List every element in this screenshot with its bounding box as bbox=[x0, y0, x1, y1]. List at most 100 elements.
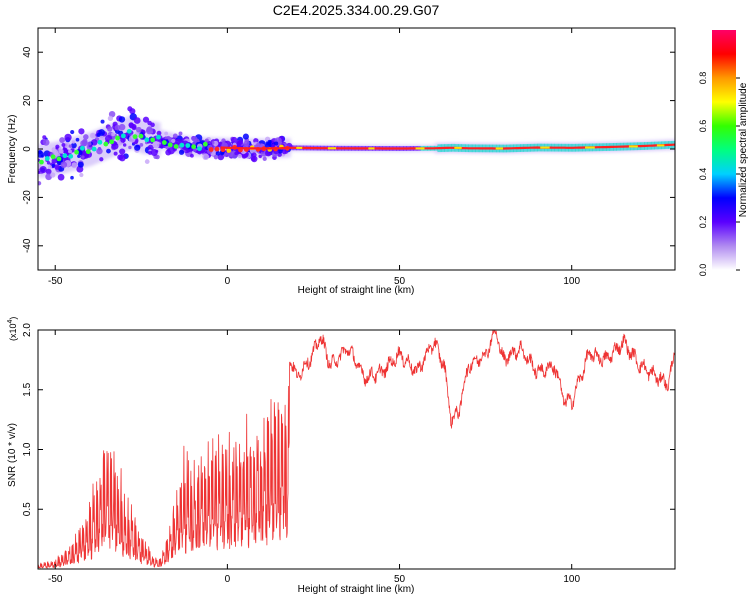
x-tick-label: 0 bbox=[225, 276, 231, 287]
spectrogram-ridge-point bbox=[202, 141, 208, 147]
spectrogram-blob bbox=[191, 136, 198, 142]
spectrogram-blob bbox=[165, 149, 172, 156]
spectrogram-blob bbox=[51, 163, 56, 168]
x-tick-label: -50 bbox=[48, 574, 63, 585]
spectrogram-blob bbox=[139, 142, 144, 147]
spectrogram-blob bbox=[51, 158, 58, 164]
spectrogram-ridge-point bbox=[185, 143, 191, 148]
spectrogram-blob bbox=[42, 138, 50, 146]
spectrogram-blob bbox=[147, 144, 154, 151]
spectrogram-ridge-point bbox=[120, 133, 126, 139]
spectrogram-blob bbox=[96, 147, 103, 155]
spectrogram-blob bbox=[77, 161, 84, 168]
spectrogram-blob bbox=[120, 137, 126, 143]
spectrogram-blob bbox=[83, 134, 89, 140]
spectrogram-blob bbox=[258, 154, 262, 158]
y-tick-label: 20 bbox=[22, 95, 33, 107]
spectrogram-ridge-point bbox=[191, 144, 197, 150]
spectrogram-blob bbox=[78, 128, 85, 135]
spectrogram-halo-cell bbox=[71, 137, 75, 172]
spectrogram-blob bbox=[243, 140, 250, 147]
spectrogram-blob bbox=[68, 149, 72, 154]
spectrogram-blob bbox=[80, 140, 87, 147]
y-tick-label: 40 bbox=[22, 46, 33, 58]
spectrogram-blob bbox=[53, 149, 59, 155]
spectrogram-blob bbox=[150, 148, 158, 156]
spectrogram-blob bbox=[118, 116, 126, 123]
spectrogram-blob bbox=[150, 122, 155, 128]
spectrogram-blob bbox=[100, 119, 105, 124]
snr-multiplier-label: (x104) bbox=[7, 317, 18, 341]
spectrogram-blob bbox=[202, 153, 210, 161]
spectrogram-blob bbox=[70, 175, 74, 180]
spectrogram-blob bbox=[61, 142, 66, 147]
spectrogram-halo-cell bbox=[48, 142, 52, 177]
spectrogram-blob bbox=[175, 138, 182, 145]
spectrogram-ridge-point bbox=[85, 149, 91, 155]
spectrogram-ridge-point bbox=[74, 149, 79, 155]
spectrogram-ridge-highlight bbox=[540, 146, 550, 149]
spectrogram-blob bbox=[211, 141, 215, 145]
colorbar: 0.0 0.2 0.4 0.6 0.8 Normalized spectral ampl… bbox=[698, 30, 749, 276]
y-tick-label: 0 bbox=[22, 146, 33, 152]
spectrogram-halo-cell bbox=[133, 116, 137, 150]
x-tick-label: -50 bbox=[48, 276, 63, 287]
y-tick-label: 1.0 bbox=[22, 442, 33, 456]
spectrogram-blob bbox=[119, 148, 126, 155]
spectrogram-blob bbox=[38, 181, 42, 186]
spectrogram-halo-cell bbox=[95, 129, 99, 164]
spectrogram-blob bbox=[133, 117, 141, 124]
spectrogram-ridge-point bbox=[80, 145, 85, 151]
colorbar-label: Normalized spectral amplitude bbox=[738, 82, 749, 217]
spectrogram-blob bbox=[219, 151, 225, 156]
x-tick-label: 50 bbox=[394, 574, 406, 585]
spectrogram-blob bbox=[152, 141, 160, 149]
spectrogram-ridge-highlight bbox=[368, 147, 375, 150]
spectrogram-blob bbox=[54, 164, 60, 170]
spectrogram-ridge-point bbox=[156, 134, 161, 140]
y-tick-label: -40 bbox=[22, 238, 33, 253]
spectrogram-ridge-point bbox=[138, 133, 144, 139]
spectrogram-ridge-point bbox=[226, 148, 232, 153]
spectrogram-ridge-point bbox=[214, 146, 220, 152]
spectrogram-blob bbox=[236, 140, 242, 146]
spectrogram-ridge-point bbox=[62, 153, 68, 159]
spectrogram-blob bbox=[71, 140, 76, 144]
spectrogram-blob bbox=[59, 137, 66, 144]
spectrogram-ridge-point bbox=[167, 142, 173, 148]
spectrogram-ridge-point bbox=[173, 144, 179, 149]
spectrogram-blob bbox=[87, 141, 92, 146]
spectrogram-blob bbox=[99, 157, 104, 162]
spectrogram-blob bbox=[213, 155, 219, 160]
spectrogram-blob bbox=[64, 133, 72, 141]
spectrogram-ridge-point bbox=[197, 146, 202, 152]
spectrogram-ridge-point bbox=[126, 128, 132, 134]
spectrogram-blob bbox=[75, 137, 80, 142]
spectrogram-ridge bbox=[39, 128, 675, 165]
spectrogram-blob bbox=[234, 151, 238, 156]
x-tick-label: 50 bbox=[394, 276, 406, 287]
spectrogram-ridge-point bbox=[97, 139, 103, 145]
spectrogram-ridge-highlight bbox=[628, 145, 638, 148]
spectrogram-y-axis-label: Frequency (Hz) bbox=[7, 115, 18, 184]
spectrogram-blob bbox=[106, 148, 111, 154]
spectrogram-ridge-highlight bbox=[495, 147, 503, 150]
spectrogram-blob bbox=[114, 124, 121, 131]
colorbar-tick-label: 0.2 bbox=[698, 216, 708, 229]
spectrogram-blob bbox=[107, 115, 114, 122]
snr-y-axis-label: SNR (10 * v/v) bbox=[7, 423, 18, 487]
spectrogram-blob bbox=[193, 148, 197, 152]
spectrogram-blob bbox=[71, 142, 77, 149]
spectrogram-blob bbox=[45, 168, 52, 175]
y-tick-label: 0.5 bbox=[22, 502, 33, 516]
spectrogram-blob bbox=[242, 133, 249, 140]
spectrogram-ridge-point bbox=[39, 159, 44, 165]
spectrogram-blob bbox=[221, 138, 226, 143]
x-tick-label: 100 bbox=[563, 276, 580, 287]
spectrogram-y-ticks: -40 -20 0 20 40 bbox=[22, 46, 675, 253]
spectrogram-ridge-point bbox=[91, 146, 97, 152]
y-tick-label: 2.0 bbox=[22, 323, 33, 337]
spectrogram-halo-cell bbox=[42, 143, 46, 178]
x-tick-label: 100 bbox=[563, 574, 580, 585]
spectrogram-blob bbox=[178, 131, 183, 136]
